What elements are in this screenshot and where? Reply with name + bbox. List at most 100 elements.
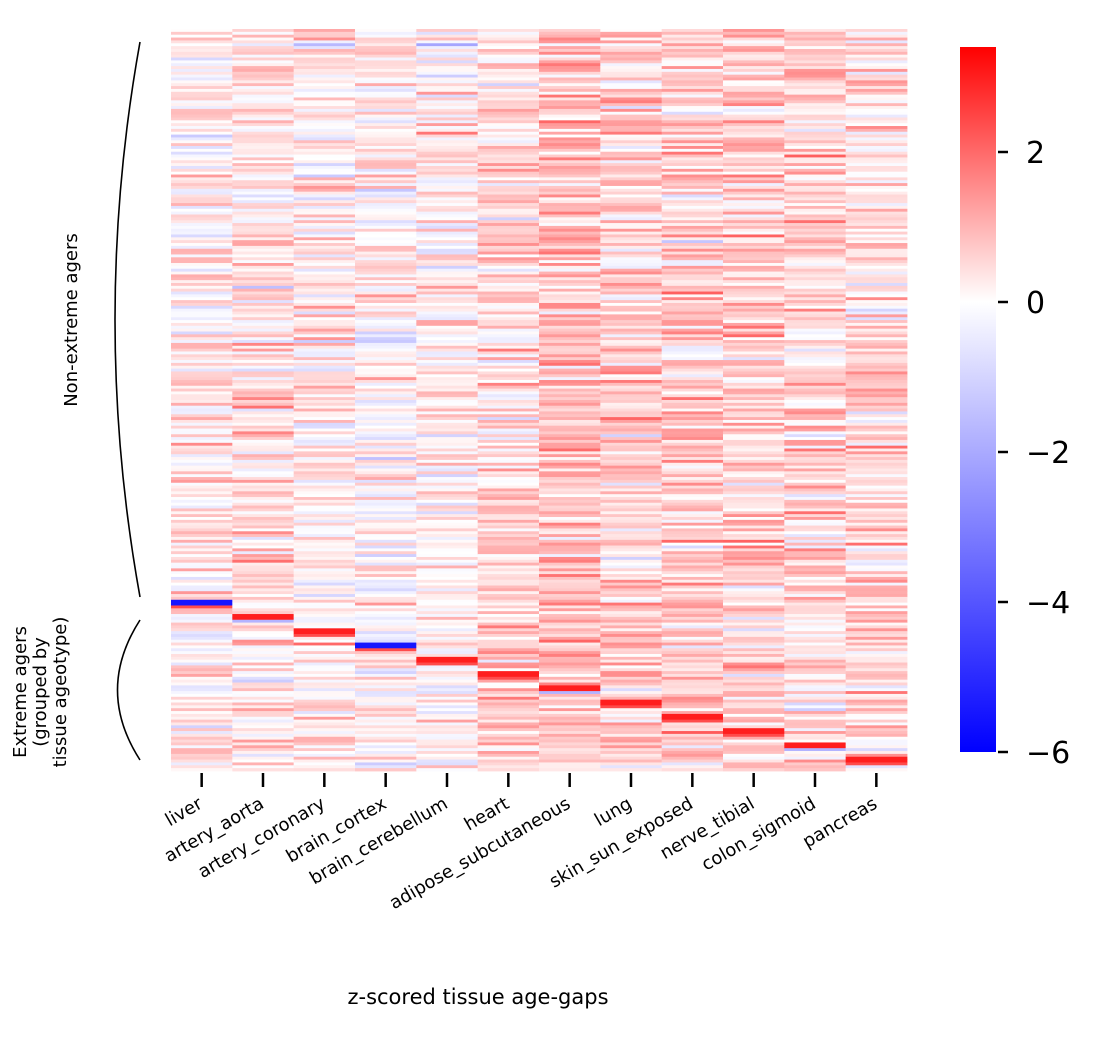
heatmap-cell — [171, 485, 233, 489]
heatmap-cell — [477, 722, 540, 726]
heatmap-cell — [784, 594, 847, 598]
heatmap-cell — [477, 511, 540, 515]
heatmap-cell — [171, 713, 233, 718]
heatmap-cell — [232, 682, 295, 686]
heatmap-cell — [723, 314, 785, 318]
heatmap-cell — [171, 545, 233, 549]
heatmap-cell — [416, 431, 479, 435]
heatmap-cell — [477, 474, 540, 478]
heatmap-cell — [784, 434, 847, 438]
heatmap-cell — [723, 143, 785, 147]
heatmap-cell — [355, 716, 417, 721]
heatmap-cell — [600, 768, 663, 772]
heatmap-cell — [293, 368, 356, 372]
heatmap-cell — [477, 485, 540, 489]
heatmap-cell — [171, 225, 233, 230]
heatmap-cell — [845, 434, 908, 438]
heatmap-cell — [355, 462, 417, 467]
heatmap-cell — [600, 177, 663, 181]
heatmap-cell — [293, 665, 356, 669]
heatmap-cell — [723, 146, 785, 150]
heatmap-cell — [293, 43, 356, 47]
heatmap-cell — [784, 54, 847, 58]
heatmap-cell — [477, 322, 540, 327]
heatmap-cell — [416, 83, 479, 87]
heatmap-cell — [845, 419, 908, 424]
heatmap-cell — [171, 688, 233, 692]
heatmap-cell — [784, 488, 847, 492]
heatmap-cell — [723, 539, 785, 544]
heatmap-cell — [661, 197, 724, 201]
heatmap-cell — [661, 123, 724, 127]
heatmap-cell — [416, 334, 479, 338]
heatmap-cell — [539, 34, 601, 38]
heatmap-cell — [539, 402, 601, 407]
heatmap-cell — [723, 322, 785, 327]
heatmap-cell — [355, 57, 417, 61]
heatmap-cell — [539, 51, 601, 56]
heatmap-cell — [661, 337, 724, 341]
heatmap-cell — [416, 602, 479, 606]
heatmap-cell — [845, 251, 908, 255]
heatmap-cell — [661, 725, 724, 729]
heatmap-cell — [355, 220, 417, 224]
heatmap-cell — [845, 662, 908, 666]
heatmap-cell — [661, 77, 724, 81]
heatmap-cell — [661, 63, 724, 67]
heatmap-cell — [232, 719, 295, 723]
heatmap-cell — [355, 291, 417, 295]
heatmap-cell — [784, 88, 847, 93]
heatmap-cell — [723, 559, 785, 564]
heatmap-cell — [600, 68, 663, 73]
heatmap-cell — [171, 154, 233, 158]
heatmap-cell — [232, 725, 295, 729]
heatmap-cell — [355, 108, 417, 113]
heatmap-cell — [355, 459, 417, 464]
heatmap-cell — [171, 765, 233, 769]
heatmap-cell — [477, 539, 540, 544]
heatmap-cell — [723, 608, 785, 612]
heatmap-cell — [171, 428, 233, 432]
heatmap-cell — [477, 705, 540, 709]
heatmap-cell — [784, 659, 847, 663]
heatmap-cell — [293, 402, 356, 407]
heatmap-cell — [661, 83, 724, 87]
heatmap-cell — [416, 742, 479, 746]
heatmap-cell — [661, 394, 724, 398]
heatmap-cell — [661, 66, 724, 70]
heatmap-cell — [232, 671, 295, 675]
heatmap-cell — [171, 43, 233, 47]
heatmap-cell — [539, 605, 601, 609]
heatmap-cell — [355, 257, 417, 261]
heatmap-cell — [539, 157, 601, 161]
heatmap-cell — [416, 548, 479, 552]
heatmap-cell — [723, 459, 785, 464]
heatmap-cell — [600, 388, 663, 392]
heatmap-cell — [539, 731, 601, 735]
heatmap-cell — [477, 711, 540, 715]
heatmap-cell — [171, 151, 233, 155]
heatmap-cell — [416, 163, 479, 167]
heatmap-cell — [600, 183, 663, 187]
heatmap-cell — [477, 200, 540, 204]
heatmap-cell — [477, 80, 540, 84]
heatmap-cell — [477, 362, 540, 367]
heatmap-cell — [784, 619, 847, 623]
heatmap-cell — [355, 591, 417, 595]
heatmap-cell — [355, 148, 417, 153]
heatmap-cell — [355, 422, 417, 427]
heatmap-cell — [355, 357, 417, 361]
heatmap-cell — [293, 100, 356, 104]
heatmap-cell — [600, 134, 663, 138]
heatmap-cell — [539, 625, 601, 629]
heatmap-cell — [477, 576, 540, 581]
heatmap-cell — [355, 713, 417, 718]
heatmap-cell — [845, 562, 908, 566]
heatmap-cell — [600, 659, 663, 663]
heatmap-cell — [661, 462, 724, 467]
heatmap-cell — [293, 685, 356, 689]
heatmap-cell — [784, 511, 847, 515]
heatmap-cell — [539, 331, 601, 335]
heatmap-cell — [661, 622, 724, 626]
heatmap-cell — [355, 725, 417, 729]
